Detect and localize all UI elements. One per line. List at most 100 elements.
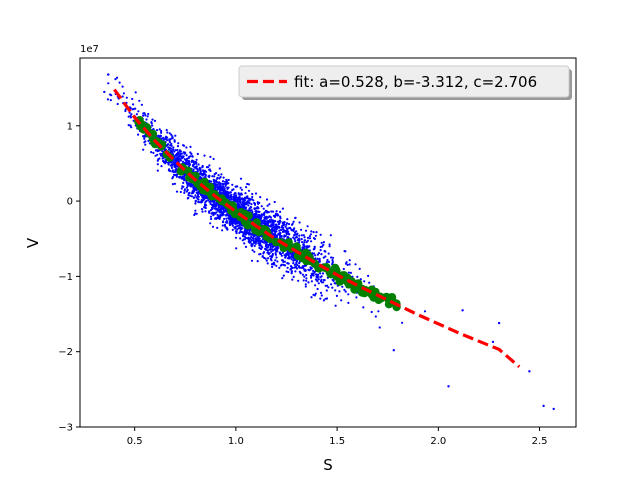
blue-point [328,245,331,248]
blue-point [276,250,279,253]
blue-point [265,210,268,213]
blue-point [188,191,191,194]
blue-point [221,182,224,185]
blue-point [114,78,117,81]
blue-point [230,218,234,221]
blue-point [167,146,170,149]
blue-point [181,157,184,160]
blue-point [144,140,147,143]
blue-point [218,167,221,170]
blue-point [293,263,296,266]
blue-point [159,134,162,137]
blue-point [231,224,234,227]
blue-point [216,213,219,217]
blue-point [121,85,124,88]
blue-point [251,195,254,199]
blue-point [218,187,221,190]
blue-point [322,279,325,282]
blue-point [325,261,328,264]
blue-point [312,231,315,234]
blue-point [155,129,159,132]
blue-point [171,183,175,186]
blue-point [269,225,272,228]
blue-point [166,161,170,164]
blue-point [171,135,174,138]
blue-point [252,238,255,242]
blue-point [278,226,281,229]
blue-point [180,177,183,180]
blue-point [322,299,325,302]
blue-point [239,237,242,240]
blue-point [137,110,140,113]
green-point [368,291,378,301]
blue-point [227,178,230,182]
blue-point [142,114,145,117]
blue-point [528,370,531,373]
blue-point [132,103,135,106]
blue-point [195,162,198,165]
y-axis-label: V [24,237,42,248]
blue-point [221,185,225,188]
blue-point [171,169,174,172]
blue-point [172,146,175,149]
blue-point [297,279,300,282]
y-tick-label: 0 [67,197,73,208]
blue-point [253,201,256,205]
blue-point [281,259,284,262]
blue-point [134,91,137,94]
blue-point [294,216,297,220]
blue-scatter-series [103,73,555,411]
blue-point [334,289,337,292]
blue-point [180,152,183,155]
blue-point [263,216,266,219]
blue-point [259,214,262,217]
blue-point [236,228,239,231]
blue-point [220,192,223,195]
blue-point [276,214,279,217]
blue-point [302,244,305,247]
blue-point [314,273,318,276]
blue-point [238,200,241,203]
blue-point [216,181,219,184]
blue-point [163,138,166,141]
blue-point [252,234,255,238]
blue-point [177,156,180,159]
blue-point [251,192,254,196]
blue-point [201,210,204,213]
blue-point [232,196,235,199]
blue-point [318,260,321,263]
blue-point [213,175,216,178]
blue-point [165,128,168,132]
blue-point [280,235,283,238]
blue-point [220,189,224,192]
blue-point [132,108,135,111]
blue-point [181,160,185,163]
blue-point [301,273,304,276]
blue-point [291,278,294,281]
blue-point [313,237,316,240]
blue-point [275,210,278,213]
blue-point [213,180,216,183]
blue-point [207,166,210,169]
blue-point [222,176,225,179]
blue-point [284,253,287,256]
blue-point [310,240,313,243]
blue-point [265,259,268,262]
blue-point [314,234,317,237]
x-tick-label: 2.0 [430,436,446,447]
blue-point [347,271,350,274]
blue-point [348,263,351,266]
blue-point [322,256,325,259]
blue-point [215,207,218,210]
legend: fit: a=0.528, b=-3.312, c=2.706 [238,65,572,100]
blue-point [156,153,159,156]
blue-point [234,227,237,230]
blue-point [256,236,259,239]
blue-point [193,166,196,169]
blue-point [254,237,257,240]
blue-point [267,257,270,260]
blue-point [262,251,266,254]
blue-point [170,133,173,136]
blue-point [127,124,130,127]
